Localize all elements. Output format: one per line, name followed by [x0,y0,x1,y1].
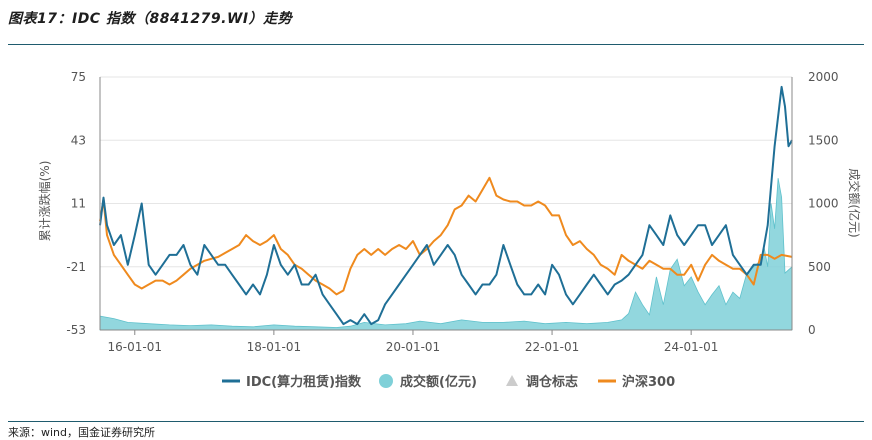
legend: IDC(算力租赁)指数 成交额(亿元) 调仓标志 沪深300 [222,374,675,390]
legend-idc-label: IDC(算力租赁)指数 [246,374,362,390]
y-tick-label: -21 [66,260,86,274]
y-axis-left: 75 43 11 -21 -53 [66,70,86,337]
y2-tick-label: 1500 [808,133,839,147]
y-tick-label: 43 [71,133,86,147]
x-tick-label: 22-01-01 [525,340,579,354]
y-tick-label: 75 [71,70,86,84]
x-axis: 16-01-01 18-01-01 20-01-01 22-01-01 24-01-01 [108,330,718,354]
legend-marker-label: 调仓标志 [526,374,578,390]
line-layer [99,85,793,326]
source-note: 来源：wind，国金证券研究所 [8,426,156,439]
volume-area [99,178,793,331]
x-tick-label: 16-01-01 [108,340,162,354]
legend-hs300-label: 沪深300 [622,374,675,390]
bottom-rule [8,421,864,422]
legend-marker-swatch [506,375,518,386]
legend-volume-label: 成交额(亿元) [400,374,477,390]
frame [99,77,793,331]
legend-volume-swatch [379,374,393,388]
y2-axis-label: 成交额(亿元) [847,168,862,237]
x-tick-label: 18-01-01 [247,340,301,354]
y-axis-label: 累计涨跌幅(%) [37,161,52,242]
top-rule [8,44,864,45]
y2-tick-label: 0 [808,323,816,337]
hs300-line [99,176,793,296]
y-axis-right: 2000 1500 1000 500 0 [808,70,839,337]
y2-tick-label: 1000 [808,197,839,211]
chart-title: 图表17：IDC 指数（8841279.WI）走势 [8,11,293,27]
y2-tick-label: 2000 [808,70,839,84]
y-tick-label: -53 [66,323,86,337]
idc-index-line [99,85,793,326]
volume-layer [99,178,793,331]
x-tick-label: 20-01-01 [386,340,440,354]
x-tick-label: 24-01-01 [664,340,718,354]
y2-tick-label: 500 [808,260,831,274]
y-tick-label: 11 [71,197,86,211]
